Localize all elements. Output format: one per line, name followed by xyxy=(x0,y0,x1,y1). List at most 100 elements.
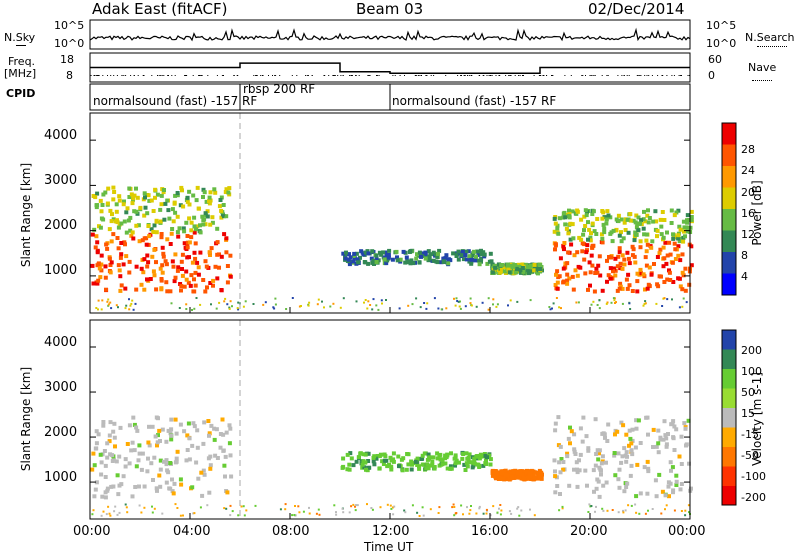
power-ground-cell xyxy=(199,303,202,306)
velocity-cell xyxy=(173,417,178,422)
velocity-cell xyxy=(670,421,675,426)
nave-dot xyxy=(540,75,542,76)
nave-dot xyxy=(646,75,648,76)
power-cell xyxy=(534,266,539,271)
nave-dot xyxy=(657,75,659,76)
velocity-ground-cell xyxy=(102,510,105,513)
velocity-cell xyxy=(222,463,227,468)
power-cell xyxy=(641,226,646,231)
velocity-ground-cell xyxy=(308,506,310,509)
power-cell xyxy=(93,195,98,200)
nave-dot xyxy=(420,75,422,76)
power-cell xyxy=(151,269,156,274)
power-cell xyxy=(532,265,537,270)
power-cell xyxy=(219,254,224,259)
power-cell xyxy=(137,239,142,244)
velocity-cell xyxy=(606,422,611,427)
power-cell xyxy=(147,234,152,239)
power-cell xyxy=(644,249,649,254)
power-cell xyxy=(109,260,114,265)
velocity-ground-cell xyxy=(91,513,94,516)
power-cell xyxy=(565,272,570,277)
velocity-cell xyxy=(371,459,376,464)
power-ground-cell xyxy=(551,307,553,310)
power-ground-cell xyxy=(548,306,551,308)
velocity-cell xyxy=(666,484,671,489)
power-ground-cell xyxy=(107,304,110,307)
power-cell xyxy=(348,255,353,260)
nave-label: Nave xyxy=(748,61,777,74)
velocity-cell xyxy=(218,445,223,450)
nave-dot xyxy=(640,75,642,76)
power-ground-cell xyxy=(555,297,558,299)
velocity-ground-cell xyxy=(125,506,128,509)
velocity-ground-cell xyxy=(665,504,668,507)
power-cell xyxy=(586,287,590,292)
power-cell xyxy=(606,273,611,278)
power-cell xyxy=(649,272,654,277)
power-cell xyxy=(593,271,598,275)
velocity-cell xyxy=(146,440,151,445)
power-cell xyxy=(192,250,197,255)
power-cell xyxy=(114,209,119,214)
power-cell xyxy=(561,266,566,271)
velocity-cell xyxy=(137,451,142,456)
velocity-cell xyxy=(634,494,639,499)
cpid-segment-3: normalsound (fast) -157 RF xyxy=(392,94,557,108)
power-cell xyxy=(165,289,170,294)
power-cell xyxy=(127,270,132,275)
velocity-cell xyxy=(622,489,627,494)
velocity-cell xyxy=(347,462,352,467)
power-cell xyxy=(134,186,138,191)
velocity-cell xyxy=(599,468,603,473)
power-cell xyxy=(631,247,636,252)
velocity-cell xyxy=(627,443,631,448)
velocity-cell xyxy=(146,456,150,461)
nave-dot xyxy=(666,75,668,76)
velocity-cell xyxy=(227,441,232,446)
xtick: 00:00 xyxy=(73,524,111,539)
velocity-cell xyxy=(619,420,624,425)
velocity-cell xyxy=(565,454,570,459)
nave-dot xyxy=(626,75,628,76)
power-cell xyxy=(507,270,512,275)
power-cell xyxy=(203,259,208,264)
velocity-cell xyxy=(214,427,219,432)
velocity-ground-cell xyxy=(460,504,463,507)
velocity-cell xyxy=(157,428,162,433)
velocity-cell xyxy=(112,421,117,426)
power-cell xyxy=(417,250,422,255)
velocity-cell xyxy=(190,443,195,448)
velocity-cell xyxy=(484,458,488,463)
velocity-cell xyxy=(484,462,489,466)
power-ground-cell xyxy=(228,307,231,310)
velocity-ground-cell xyxy=(240,505,243,508)
power-cell xyxy=(633,230,638,235)
power-cell xyxy=(222,232,227,237)
velocity-cell xyxy=(118,425,123,430)
power-ground-cell xyxy=(495,305,498,308)
power-cell xyxy=(398,257,403,262)
velocity-cell xyxy=(374,456,379,461)
nave-dot xyxy=(617,75,619,76)
power-cell xyxy=(538,262,543,267)
nave-dot xyxy=(350,75,352,76)
power-cell xyxy=(92,227,97,232)
velocity-ground-cell xyxy=(516,507,519,510)
power-cell xyxy=(589,231,593,236)
power-cell xyxy=(180,273,185,278)
power-cell xyxy=(652,262,656,266)
nave-dot xyxy=(661,75,663,76)
nave-dot xyxy=(678,75,680,76)
velocity-cell xyxy=(445,452,450,457)
power-ground-cell xyxy=(642,304,645,307)
velocity-cell xyxy=(367,465,372,470)
power-cell xyxy=(671,232,676,237)
velocity-cell xyxy=(91,451,96,456)
power-cell xyxy=(617,246,622,251)
power-ground-cell xyxy=(377,308,380,311)
power-cell xyxy=(93,245,98,250)
velocity-cell xyxy=(121,474,126,479)
power-cell xyxy=(613,268,618,273)
power-cell xyxy=(176,234,181,239)
